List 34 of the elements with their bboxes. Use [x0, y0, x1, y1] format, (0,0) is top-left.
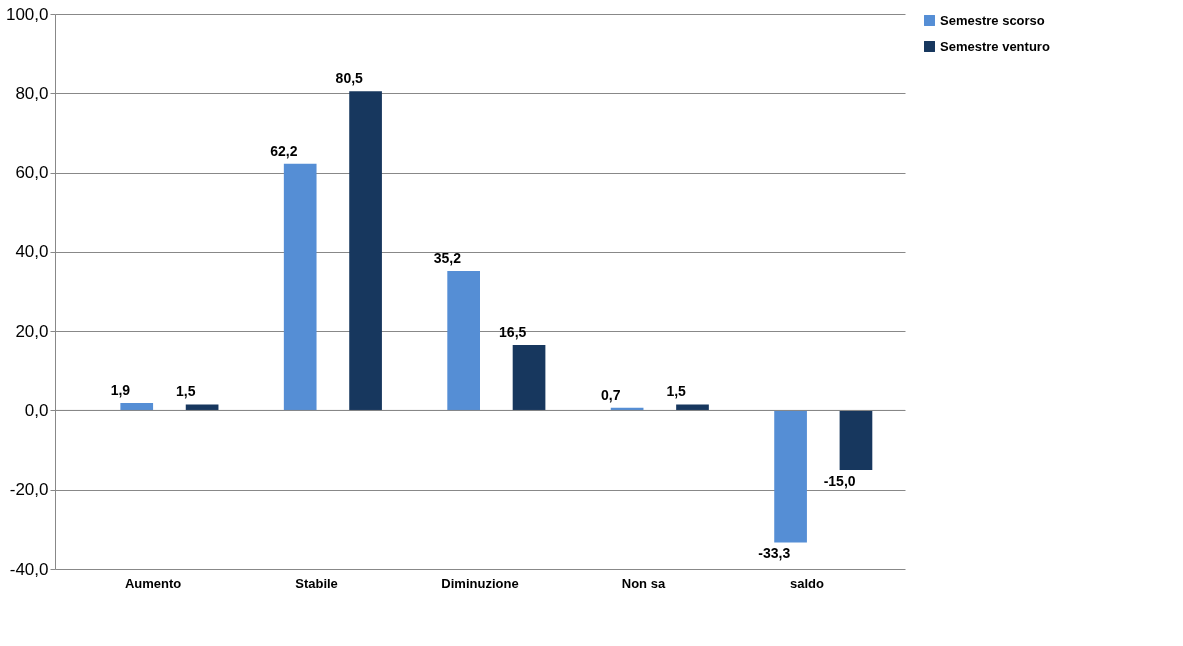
bar — [349, 91, 382, 411]
y-tick-label: 60,0 — [15, 163, 49, 183]
y-tick-label: 40,0 — [15, 242, 49, 262]
x-tick-label: saldo — [789, 575, 824, 591]
data-label: 16,5 — [499, 324, 527, 341]
legend-label: Semestre venturo — [940, 38, 1050, 54]
y-tick-label: 20,0 — [15, 321, 49, 341]
bar — [512, 345, 546, 411]
x-tick-label: Non sa — [621, 575, 666, 591]
x-tick-label: Diminuzione — [441, 575, 519, 591]
data-label: 1,5 — [176, 383, 196, 400]
bar — [185, 404, 219, 411]
data-label: -15,0 — [823, 472, 856, 489]
y-tick-label: -40,0 — [9, 559, 49, 579]
data-label: 80,5 — [335, 70, 364, 87]
data-label: 1,5 — [666, 383, 687, 400]
bar — [839, 410, 873, 470]
y-tick-label: 100,0 — [5, 4, 49, 24]
bar — [120, 402, 154, 411]
data-label: 35,2 — [433, 249, 462, 266]
y-tick-label: 0,0 — [24, 400, 49, 420]
y-tick-label: 80,0 — [15, 83, 49, 103]
bar — [447, 270, 480, 411]
data-label: -33,3 — [758, 545, 791, 562]
x-tick-label: Aumento — [124, 575, 182, 591]
legend-label: Semestre scorso — [940, 12, 1045, 28]
x-tick-label: Stabile — [295, 575, 338, 591]
y-tick-label: -20,0 — [9, 480, 49, 500]
bar — [676, 404, 709, 411]
data-label: 62,2 — [270, 142, 298, 159]
bar — [283, 163, 317, 411]
data-label: 0,7 — [601, 386, 621, 403]
data-label: 1,9 — [110, 381, 131, 398]
bar — [774, 410, 807, 543]
